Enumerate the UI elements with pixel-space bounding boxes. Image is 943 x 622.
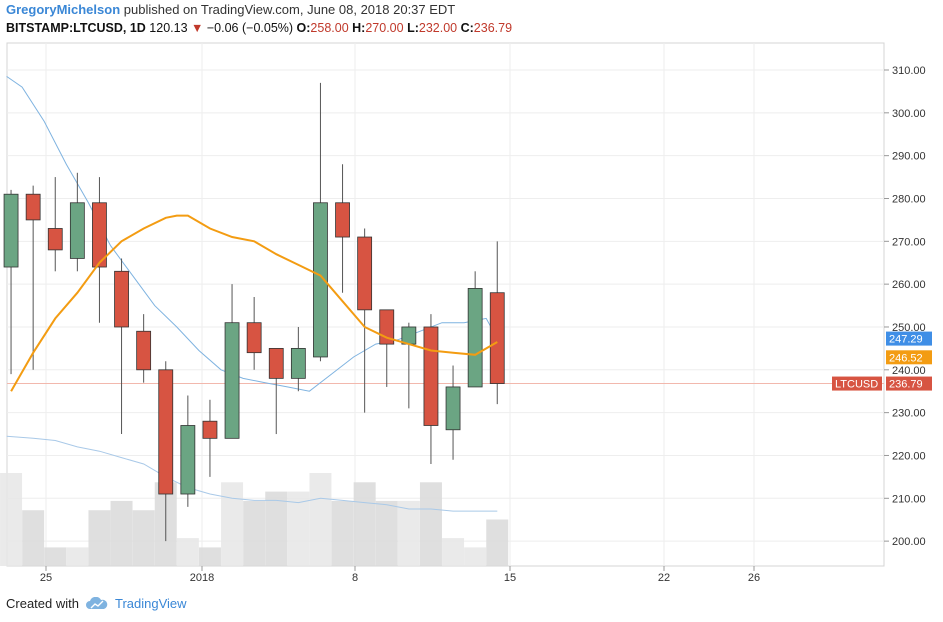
volume-bar bbox=[0, 473, 23, 566]
y-tick-label: 280.00 bbox=[892, 193, 926, 205]
ohlc-legend: BITSTAMP:LTCUSD, 1D 120.13 ▼ −0.06 (−0.0… bbox=[6, 21, 512, 35]
candle-down[interactable] bbox=[423, 326, 439, 426]
candle-up[interactable] bbox=[224, 322, 240, 439]
last-price-tag-bg bbox=[886, 376, 932, 391]
open-value: 258.00 bbox=[310, 21, 349, 35]
volume-bar bbox=[66, 547, 89, 566]
tradingview-cloud-icon bbox=[85, 596, 108, 609]
published-text: published on TradingView.com, June 08, 2… bbox=[123, 2, 456, 17]
symbol-tag-bg bbox=[832, 376, 882, 391]
x-tick-label: 25 bbox=[40, 572, 52, 584]
candle-down[interactable] bbox=[246, 322, 262, 354]
y-tick-label: 210.00 bbox=[892, 493, 926, 505]
y-tick-label: 310.00 bbox=[892, 65, 926, 77]
y-tick-label: 270.00 bbox=[892, 236, 926, 248]
candle-down[interactable] bbox=[489, 292, 505, 384]
x-tick-label: 26 bbox=[748, 572, 760, 584]
candle-down[interactable] bbox=[268, 347, 284, 379]
volume-bar bbox=[243, 500, 266, 566]
y-tick-label: 240.00 bbox=[892, 365, 926, 377]
candle-up[interactable] bbox=[69, 202, 85, 259]
x-tick-label: 2018 bbox=[190, 572, 214, 584]
open-label: O: bbox=[296, 21, 311, 35]
fast-ma-tag-bg bbox=[886, 350, 932, 365]
created-with-text: Created with bbox=[6, 596, 79, 611]
high-value: 270.00 bbox=[365, 21, 404, 35]
volume-bar bbox=[287, 491, 310, 566]
low-label: L: bbox=[407, 21, 419, 35]
candle-down[interactable] bbox=[202, 420, 218, 439]
candle-up[interactable] bbox=[313, 202, 328, 358]
volume-bar bbox=[88, 510, 111, 566]
volume-bar bbox=[309, 473, 332, 566]
volume-bar bbox=[198, 547, 221, 566]
volume-bar bbox=[331, 500, 354, 566]
change-value: −0.06 (−0.05%) bbox=[206, 21, 294, 35]
y-tick-label: 300.00 bbox=[892, 108, 926, 120]
last-value: 120.13 bbox=[149, 21, 188, 35]
volume-bar bbox=[176, 538, 199, 566]
x-tick-label: 15 bbox=[504, 572, 516, 584]
y-tick-label: 200.00 bbox=[892, 536, 926, 548]
high-label: H: bbox=[352, 21, 366, 35]
low-value: 232.00 bbox=[418, 21, 458, 35]
volume-bar bbox=[353, 482, 376, 566]
candle-down[interactable] bbox=[158, 369, 174, 495]
candle-up[interactable] bbox=[3, 193, 19, 268]
symbol-label: BITSTAMP:LTCUSD, 1D bbox=[6, 21, 146, 35]
plot-area[interactable] bbox=[6, 42, 885, 567]
volume-bar bbox=[442, 538, 465, 566]
candle-up[interactable] bbox=[401, 326, 417, 345]
volume-bar bbox=[221, 482, 244, 566]
close-value: 236.79 bbox=[473, 21, 513, 35]
volume-bar bbox=[110, 500, 133, 566]
fast-ma-line bbox=[10, 214, 498, 392]
y-tick-label: 260.00 bbox=[892, 279, 926, 291]
candle-up[interactable] bbox=[445, 386, 461, 431]
y-tick-label: 250.00 bbox=[892, 322, 926, 334]
candle-up[interactable] bbox=[290, 347, 306, 379]
candle-up[interactable] bbox=[180, 425, 196, 495]
y-tick-label: 290.00 bbox=[892, 151, 926, 163]
y-tick-label: 220.00 bbox=[892, 450, 926, 462]
volume-bar bbox=[419, 482, 442, 566]
candle-down[interactable] bbox=[357, 236, 373, 311]
last-price-tag: 236.79 bbox=[889, 379, 923, 391]
volume-bar bbox=[44, 547, 67, 566]
volume-ma-line bbox=[6, 435, 498, 512]
price-chart[interactable]: 310.00 300.00 290.00 280.00 270.00 260.00 250.… bbox=[0, 0, 943, 590]
tradingview-link[interactable]: TradingView bbox=[114, 596, 187, 611]
candle-down[interactable] bbox=[92, 202, 107, 268]
y-tick-label: 230.00 bbox=[892, 408, 926, 420]
volume-bar bbox=[464, 547, 487, 566]
close-label: C: bbox=[460, 21, 474, 35]
candle-down[interactable] bbox=[47, 228, 63, 251]
fast-ma-tag: 246.52 bbox=[889, 352, 923, 364]
volume-bar bbox=[265, 491, 288, 566]
slow-ma-tag-bg bbox=[886, 331, 932, 346]
x-tick-label: 22 bbox=[658, 572, 670, 584]
volume-bar bbox=[486, 519, 509, 566]
candle-down[interactable] bbox=[136, 330, 152, 371]
slow-ma-tag: 247.29 bbox=[889, 334, 923, 346]
author-name[interactable]: GregoryMichelson bbox=[6, 2, 121, 17]
symbol-tag: LTCUSD bbox=[835, 379, 878, 391]
footer: Created with TradingView bbox=[6, 596, 187, 611]
x-tick-label: 8 bbox=[352, 572, 358, 584]
candle-down[interactable] bbox=[114, 270, 129, 328]
candle-down[interactable] bbox=[335, 202, 350, 238]
volume-bar bbox=[397, 500, 420, 566]
down-arrow-icon: ▼ bbox=[191, 21, 204, 35]
volume-bar bbox=[132, 510, 155, 566]
candle-down[interactable] bbox=[25, 193, 41, 221]
candle-up[interactable] bbox=[467, 288, 483, 388]
volume-bar bbox=[22, 510, 45, 566]
publish-info: GregoryMichelson published on TradingVie… bbox=[6, 2, 455, 17]
volume-bar bbox=[375, 500, 398, 566]
